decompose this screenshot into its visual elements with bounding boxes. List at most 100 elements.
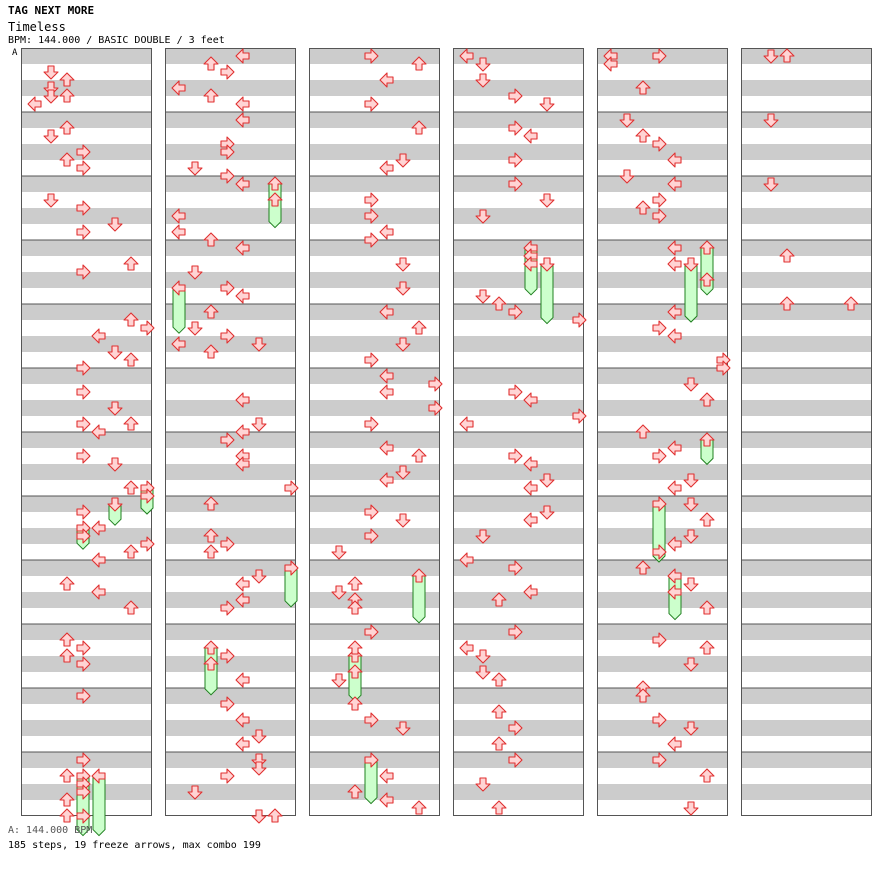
down-arrow-icon [251, 729, 267, 744]
right-arrow-icon [652, 320, 667, 336]
right-arrow-icon [76, 808, 91, 824]
right-arrow-icon [652, 752, 667, 768]
chart-column [21, 48, 152, 816]
down-arrow-icon [763, 113, 779, 128]
right-arrow-icon [364, 352, 379, 368]
up-arrow-icon [59, 576, 75, 591]
left-arrow-icon [459, 416, 474, 432]
up-arrow-icon [699, 392, 715, 407]
down-arrow-icon [539, 257, 555, 272]
up-arrow-icon [59, 88, 75, 103]
down-arrow-icon [539, 193, 555, 208]
down-arrow-icon [475, 57, 491, 72]
left-arrow-icon [379, 472, 394, 488]
down-arrow-icon [475, 649, 491, 664]
left-arrow-icon [379, 792, 394, 808]
up-arrow-icon [347, 576, 363, 591]
right-arrow-icon [76, 224, 91, 240]
left-arrow-icon [235, 456, 250, 472]
up-arrow-icon [699, 640, 715, 655]
down-arrow-icon [539, 473, 555, 488]
freeze-arrow [540, 263, 554, 325]
freeze-arrow [204, 647, 218, 696]
down-arrow-icon [475, 777, 491, 792]
left-arrow-icon [667, 304, 682, 320]
left-arrow-icon [235, 576, 250, 592]
down-arrow-icon [763, 49, 779, 64]
up-arrow-icon [347, 640, 363, 655]
up-arrow-icon [699, 512, 715, 527]
up-arrow-icon [779, 248, 795, 263]
right-arrow-icon [508, 448, 523, 464]
up-arrow-icon [635, 688, 651, 703]
up-arrow-icon [491, 704, 507, 719]
down-arrow-icon [683, 529, 699, 544]
right-arrow-icon [508, 720, 523, 736]
right-arrow-icon [220, 64, 235, 80]
left-arrow-icon [667, 480, 682, 496]
down-arrow-icon [683, 497, 699, 512]
left-arrow-icon [91, 520, 106, 536]
right-arrow-icon [76, 448, 91, 464]
left-arrow-icon [235, 48, 250, 64]
up-arrow-icon [59, 152, 75, 167]
up-arrow-icon [59, 648, 75, 663]
left-arrow-icon [235, 112, 250, 128]
up-arrow-icon [347, 648, 363, 663]
right-arrow-icon [572, 408, 587, 424]
down-arrow-icon [331, 673, 347, 688]
down-arrow-icon [395, 513, 411, 528]
right-arrow-icon [364, 752, 379, 768]
left-arrow-icon [91, 584, 106, 600]
down-arrow-icon [43, 81, 59, 96]
down-arrow-icon [539, 505, 555, 520]
right-arrow-icon [508, 176, 523, 192]
right-arrow-icon [508, 120, 523, 136]
freeze-arrow [348, 655, 362, 702]
left-arrow-icon [379, 224, 394, 240]
left-arrow-icon [235, 288, 250, 304]
up-arrow-icon [635, 560, 651, 575]
right-arrow-icon [220, 168, 235, 184]
left-arrow-icon [667, 176, 682, 192]
right-arrow-icon [652, 136, 667, 152]
left-arrow-icon [235, 672, 250, 688]
right-arrow-icon [76, 784, 91, 800]
down-arrow-icon [395, 721, 411, 736]
up-arrow-icon [411, 448, 427, 463]
up-arrow-icon [635, 128, 651, 143]
up-arrow-icon [411, 320, 427, 335]
up-arrow-icon [59, 632, 75, 647]
right-arrow-icon [652, 544, 667, 560]
up-arrow-icon [123, 256, 139, 271]
left-arrow-icon [459, 48, 474, 64]
left-arrow-icon [171, 208, 186, 224]
up-arrow-icon [699, 600, 715, 615]
left-arrow-icon [459, 552, 474, 568]
left-arrow-icon [603, 56, 618, 72]
down-arrow-icon [683, 377, 699, 392]
left-arrow-icon [171, 80, 186, 96]
up-arrow-icon [267, 192, 283, 207]
right-arrow-icon [364, 192, 379, 208]
down-arrow-icon [683, 721, 699, 736]
right-arrow-icon [364, 624, 379, 640]
up-arrow-icon [203, 496, 219, 511]
chart-summary: 185 steps, 19 freeze arrows, max combo 1… [8, 840, 261, 851]
right-arrow-icon [140, 320, 155, 336]
right-arrow-icon [508, 624, 523, 640]
up-arrow-icon [123, 600, 139, 615]
site-title: TAG NEXT MORE [8, 4, 95, 17]
chart-column [741, 48, 872, 816]
down-arrow-icon [43, 129, 59, 144]
freeze-arrow [92, 775, 106, 837]
right-arrow-icon [220, 328, 235, 344]
down-arrow-icon [251, 569, 267, 584]
right-arrow-icon [652, 632, 667, 648]
left-arrow-icon [235, 392, 250, 408]
left-arrow-icon [379, 72, 394, 88]
down-arrow-icon [187, 321, 203, 336]
up-arrow-icon [123, 544, 139, 559]
right-arrow-icon [76, 752, 91, 768]
up-arrow-icon [267, 176, 283, 191]
